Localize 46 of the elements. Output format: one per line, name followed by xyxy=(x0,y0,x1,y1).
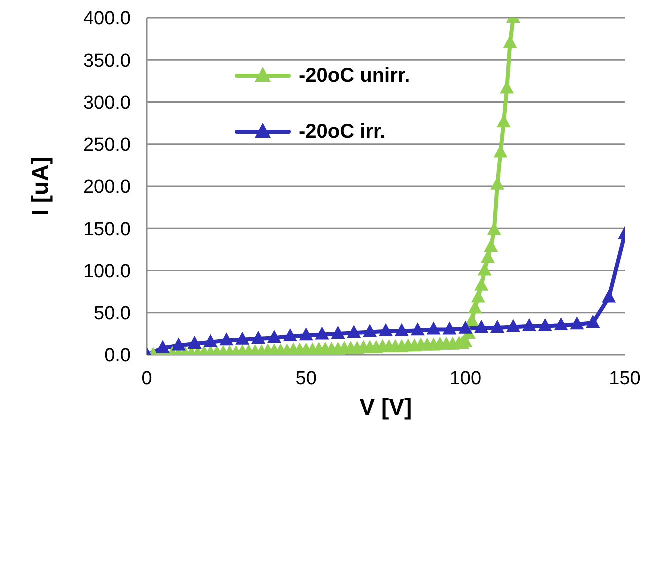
point xyxy=(331,326,346,339)
point xyxy=(156,340,170,354)
y-tick-label: 0.0 xyxy=(104,346,131,367)
point xyxy=(394,323,409,336)
point xyxy=(410,322,425,336)
point xyxy=(570,316,584,330)
x-tick-label: 50 xyxy=(296,368,317,390)
point xyxy=(267,330,282,344)
point xyxy=(442,322,457,335)
y-tick-label: 400.0 xyxy=(83,8,131,30)
point xyxy=(236,332,250,345)
point xyxy=(363,324,378,338)
point xyxy=(252,330,266,344)
y-tick-label: 350.0 xyxy=(83,50,131,72)
legend-label: -20oC unirr. xyxy=(299,64,410,88)
y-tick-label: 100.0 xyxy=(83,261,131,282)
point xyxy=(283,328,298,342)
point xyxy=(347,325,362,338)
y-tick-label: 150.0 xyxy=(83,219,131,240)
y-tick-label: 50.0 xyxy=(94,304,131,325)
point xyxy=(522,318,536,332)
x-tick-label: 100 xyxy=(450,368,482,390)
point xyxy=(602,290,616,303)
point xyxy=(458,320,473,334)
x-tick-label: 150 xyxy=(609,368,641,390)
point xyxy=(490,320,505,334)
point xyxy=(315,326,330,340)
point xyxy=(554,318,568,331)
y-tick-label: 250.0 xyxy=(83,135,131,156)
y-tick-label: 300.0 xyxy=(83,92,131,114)
point xyxy=(220,332,234,346)
point xyxy=(188,336,202,350)
x-tick-label: 0 xyxy=(142,368,152,390)
point xyxy=(506,319,520,332)
point xyxy=(426,322,441,335)
point xyxy=(538,318,552,332)
point xyxy=(474,320,489,334)
point xyxy=(586,314,600,328)
point xyxy=(204,334,218,348)
point xyxy=(299,328,314,341)
y-axis-title: I [uA] xyxy=(27,157,54,216)
point xyxy=(172,338,186,351)
point xyxy=(379,323,393,336)
y-tick-label: 200.0 xyxy=(83,177,131,198)
x-axis-title: V [V] xyxy=(360,394,412,420)
legend-label: -20oC irr. xyxy=(299,120,386,144)
